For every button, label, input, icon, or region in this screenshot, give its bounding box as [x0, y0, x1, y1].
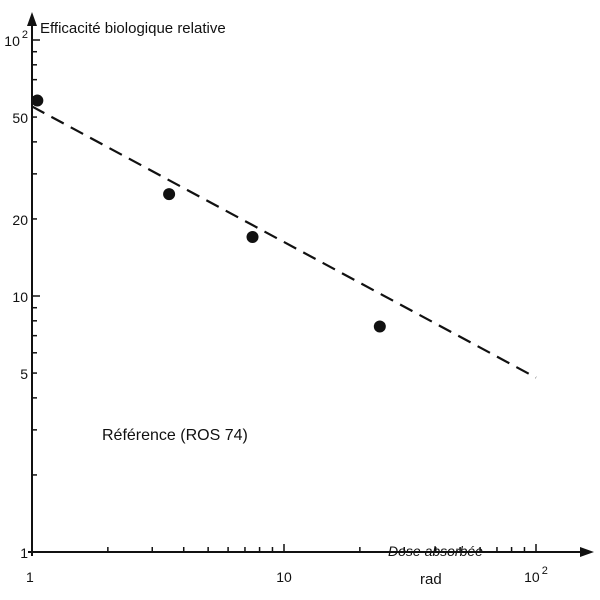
x-tick-label-base: 10	[524, 569, 540, 585]
y-tick-label: 20	[12, 212, 28, 228]
chart-texts: Efficacité biologique relative Référence…	[40, 20, 483, 588]
y-tick-label: 1	[20, 545, 28, 561]
x-tick-label-exponent: 2	[542, 565, 548, 577]
fit-line	[31, 105, 537, 379]
x-tick-label: 10 2	[524, 565, 548, 585]
fit-line-group	[31, 105, 537, 379]
y-tick-label-base: 5	[20, 366, 28, 382]
data-point	[373, 320, 386, 333]
y-tick-label-base: 10	[4, 33, 20, 49]
y-tick-label-base: 10	[12, 289, 28, 305]
y-tick-label-base: 50	[12, 110, 28, 126]
x-axis-arrow	[580, 547, 594, 557]
data-points	[31, 94, 386, 333]
data-point	[246, 231, 259, 244]
x-axis-unit: rad	[420, 571, 442, 588]
x-axis-label: Dose absorbée	[388, 543, 483, 559]
y-axis-label: Efficacité biologique relative	[40, 20, 226, 37]
y-tick-label: 10 2	[4, 29, 28, 49]
y-tick-label: 50	[12, 110, 28, 126]
data-point	[163, 188, 176, 201]
x-tick-label-base: 10	[276, 569, 292, 585]
x-tick-label: 1	[26, 569, 34, 585]
data-point	[31, 94, 44, 107]
annotation-reference: Référence (ROS 74)	[102, 427, 248, 444]
y-tick-label-base: 20	[12, 212, 28, 228]
x-tick-label: 10	[276, 569, 292, 585]
y-axis-arrow	[27, 12, 37, 26]
y-tick-label: 10	[12, 289, 28, 305]
y-tick-label: 5	[20, 366, 28, 382]
y-tick-label-exponent: 2	[22, 29, 28, 41]
y-tick-label-base: 1	[20, 545, 28, 561]
axes	[27, 12, 594, 557]
x-tick-label-base: 1	[26, 569, 34, 585]
